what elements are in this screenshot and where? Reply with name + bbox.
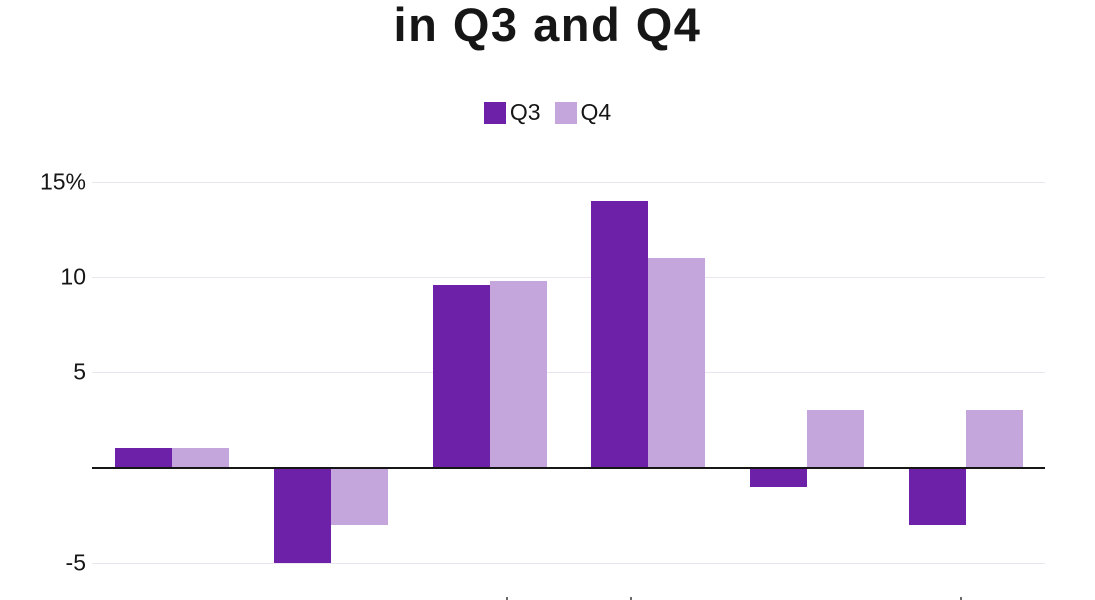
y-tick-label-10: 10 xyxy=(60,263,86,290)
xaxis-label-clipped-mark xyxy=(630,597,632,600)
y-tick-label-5: 5 xyxy=(73,358,86,385)
y-tick-label-15: 15% xyxy=(39,168,86,195)
legend-label-q3: Q3 xyxy=(509,99,541,125)
bar-q3-group2 xyxy=(273,467,331,563)
bar-q4-group3 xyxy=(489,281,547,468)
bar-q3-group6 xyxy=(909,467,966,525)
bar-q4-group5 xyxy=(807,410,865,468)
legend-item-q3: Q3 xyxy=(483,99,541,125)
bar-q4-group1 xyxy=(172,448,229,468)
legend-swatch-q3 xyxy=(483,101,506,124)
bar-q4-group4 xyxy=(648,258,706,468)
gridline-10 xyxy=(92,277,1045,279)
legend-label-q4: Q4 xyxy=(580,99,612,125)
gridline-5 xyxy=(92,372,1045,374)
bar-q3-group4 xyxy=(591,201,649,468)
zero-axis-line xyxy=(92,466,1045,469)
xaxis-label-clipped-mark xyxy=(506,597,508,600)
bar-q3-group5 xyxy=(750,467,808,487)
bar-q4-group2 xyxy=(330,467,388,525)
gridline--5 xyxy=(92,562,1045,564)
bar-q3-group3 xyxy=(432,284,490,468)
legend-item-q4: Q4 xyxy=(554,99,612,125)
y-tick-label--5: -5 xyxy=(65,549,86,576)
legend-swatch-q4 xyxy=(554,101,577,124)
legend: Q3 Q4 xyxy=(0,101,1095,124)
gridline-15 xyxy=(92,182,1045,184)
bar-q4-group6 xyxy=(966,410,1023,468)
chart-title: in Q3 and Q4 xyxy=(393,0,702,51)
bar-q3-group1 xyxy=(115,448,172,468)
xaxis-label-clipped-mark xyxy=(960,597,962,600)
